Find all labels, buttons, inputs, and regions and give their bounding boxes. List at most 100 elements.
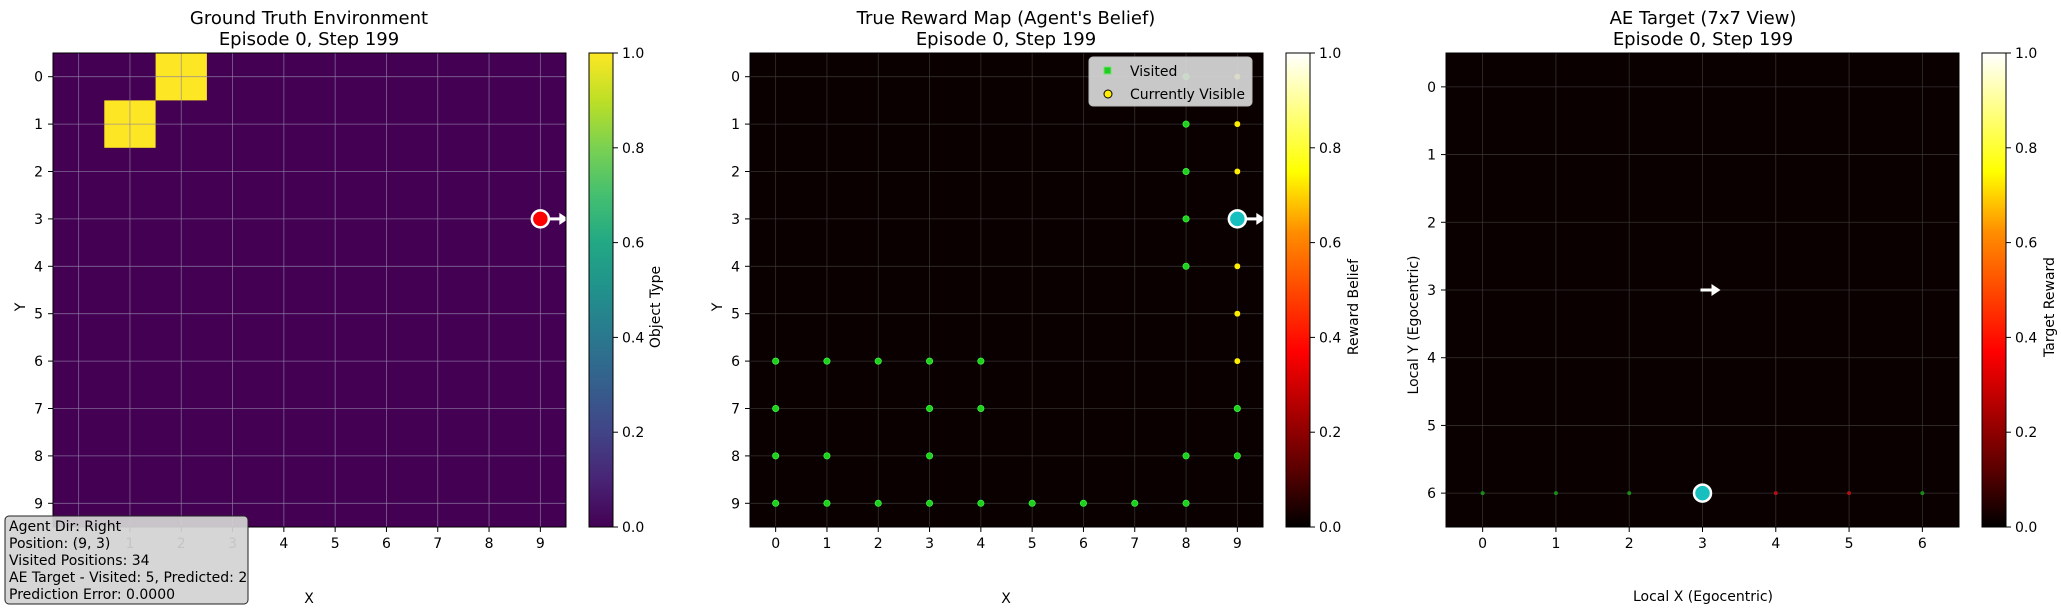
visited-marker (1233, 404, 1241, 412)
panel-ground-truth: Ground Truth Environment Episode 0, Step… (13, 8, 664, 607)
visited-marker (823, 452, 831, 460)
colorbar-tick-label: 0.4 (1319, 330, 1341, 346)
colorbar-tick-label: 0.6 (2015, 236, 2037, 252)
x-tick-label: 8 (1182, 536, 1191, 552)
info-ae-target: AE Target - Visited: 5, Predicted: 2 (9, 570, 247, 586)
info-agent-dir: Agent Dir: Right (9, 519, 122, 535)
visited-marker (1182, 499, 1190, 507)
panel2-title-line2: Episode 0, Step 199 (916, 29, 1096, 50)
panel1-title-line1: Ground Truth Environment (190, 8, 428, 29)
legend-visible-marker (1103, 89, 1113, 99)
colorbar-gradient (588, 52, 614, 528)
visible-marker (1233, 262, 1241, 270)
view-marker (1480, 491, 1485, 496)
plot-frame (749, 52, 1264, 528)
x-tick-label: 4 (1771, 536, 1780, 552)
visited-marker (772, 499, 780, 507)
plot-frame (52, 52, 567, 528)
panel3-colorbar: 0.0 0.2 0.4 0.6 0.8 1.0 (1981, 46, 2037, 536)
agent-marker (1227, 209, 1248, 229)
y-tick-label: 6 (1427, 486, 1436, 502)
x-tick-label: 0 (771, 536, 780, 552)
panel3-title-line2: Episode 0, Step 199 (1613, 29, 1793, 50)
visited-marker (977, 357, 985, 365)
visited-marker (1182, 262, 1190, 270)
x-tick-label: 1 (1551, 536, 1560, 552)
y-tick-label: 4 (34, 259, 43, 275)
panel-ae-target: AE Target (7x7 View) Episode 0, Step 199… (1406, 8, 2058, 605)
panel1-title-line2: Episode 0, Step 199 (219, 29, 399, 50)
colorbar-tick-label: 0.2 (2015, 425, 2037, 441)
panel2-title-line1: True Reward Map (Agent's Belief) (856, 8, 1156, 29)
visited-marker (926, 357, 934, 365)
view-marker (1847, 491, 1852, 496)
visible-marker (1233, 120, 1241, 128)
y-tick-label: 5 (731, 307, 740, 323)
y-tick-label: 2 (731, 165, 740, 181)
view-marker (1773, 491, 1778, 496)
panel1-colorbar: 0.0 0.2 0.4 0.6 0.8 1.0 (588, 46, 644, 536)
x-tick-label: 9 (536, 536, 545, 552)
info-position: Position: (9, 3) (9, 536, 110, 552)
x-tick-label: 6 (382, 536, 391, 552)
agent-marker (530, 209, 551, 229)
visited-marker (977, 499, 985, 507)
colorbar-tick-label: 0.6 (1319, 236, 1341, 252)
y-tick-label: 1 (1427, 148, 1436, 164)
y-tick-label: 1 (731, 117, 740, 133)
colorbar-gradient (1981, 52, 2007, 528)
visited-marker (823, 499, 831, 507)
panel3-colorbar-label: Target Reward (2042, 257, 2058, 358)
colorbar-gradient (1285, 52, 1311, 528)
plot-frame (1445, 52, 1960, 528)
visited-marker (772, 404, 780, 412)
info-visited-positions: Visited Positions: 34 (9, 553, 150, 569)
y-tick-label: 8 (731, 449, 740, 465)
agent-marker (1692, 483, 1713, 503)
visited-marker (1182, 120, 1190, 128)
y-tick-label: 3 (731, 212, 740, 228)
visible-marker (1233, 357, 1241, 365)
colorbar-tick-label: 0.2 (1319, 425, 1341, 441)
visited-marker (1233, 452, 1241, 460)
agent-direction-arrow-head (1256, 212, 1266, 225)
x-tick-label: 5 (1845, 536, 1854, 552)
visited-marker (874, 357, 882, 365)
x-tick-label: 6 (1918, 536, 1927, 552)
y-tick-label: 7 (34, 402, 43, 418)
y-tick-label: 6 (34, 354, 43, 370)
colorbar-tick-label: 1.0 (1319, 46, 1341, 62)
panel2-xlabel: X (1001, 591, 1011, 607)
info-prediction-error: Prediction Error: 0.0000 (9, 587, 175, 603)
panel2-colorbar-label: Reward Belief (1346, 258, 1362, 355)
colorbar-tick-label: 0.0 (622, 520, 644, 536)
panel2-plot-area: 0 1 2 3 4 5 6 7 8 9 0 1 2 3 4 5 6 7 8 9 (731, 52, 1266, 552)
colorbar-tick-label: 0.6 (622, 236, 644, 252)
colorbar-tick-label: 0.4 (622, 330, 644, 346)
y-tick-label: 6 (731, 354, 740, 370)
x-tick-label: 2 (874, 536, 883, 552)
y-tick-label: 4 (1427, 351, 1436, 367)
x-tick-label: 6 (1079, 536, 1088, 552)
direction-arrow (1700, 284, 1721, 296)
y-tick-label: 4 (731, 259, 740, 275)
x-tick-label: 3 (925, 536, 934, 552)
y-tick-label: 8 (34, 449, 43, 465)
x-tick-label: 1 (822, 536, 831, 552)
colorbar-tick-label: 0.2 (622, 425, 644, 441)
colorbar-tick-label: 0.4 (2015, 330, 2037, 346)
legend-visited-marker (1103, 66, 1112, 75)
direction-arrow-head (1711, 284, 1721, 296)
panel3-title-line1: AE Target (7x7 View) (1610, 8, 1797, 29)
legend-box (1088, 56, 1253, 107)
view-marker (1627, 491, 1632, 496)
x-tick-label: 5 (331, 536, 340, 552)
panel3-plot-area: 0 1 2 3 4 5 6 0 1 2 3 4 5 6 (1427, 52, 1960, 552)
visited-marker (926, 452, 934, 460)
x-tick-label: 7 (433, 536, 442, 552)
visited-marker (977, 404, 985, 412)
y-tick-label: 3 (1427, 283, 1436, 299)
y-tick-label: 3 (34, 212, 43, 228)
